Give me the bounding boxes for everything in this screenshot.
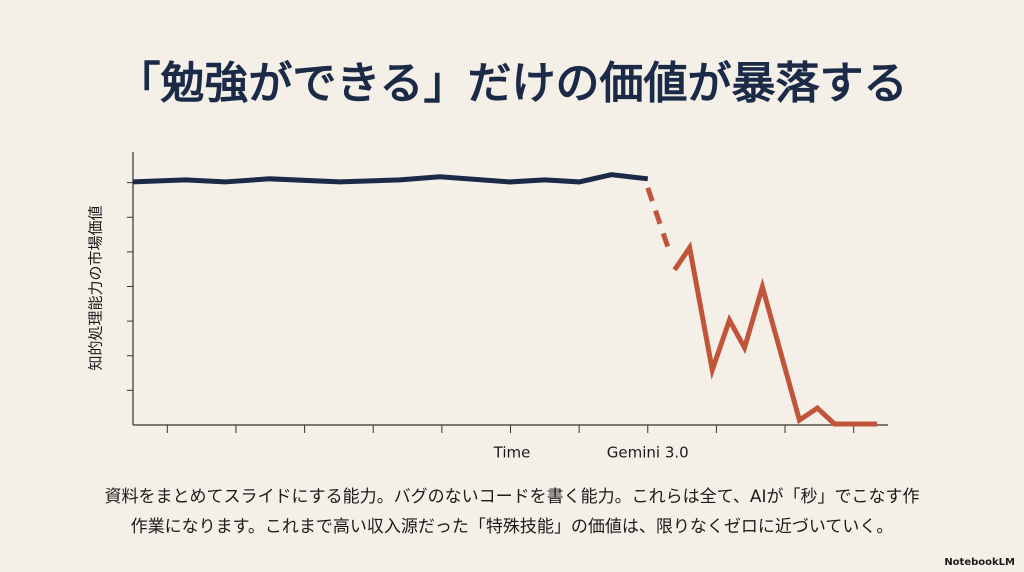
data-line bbox=[132, 172, 649, 185]
body-text: 作業になります。これまで高い収入源だった「特殊技能」の価値は、限りなくゼロに近づ… bbox=[131, 517, 894, 537]
annotation: Gemini 3.0 bbox=[607, 444, 689, 462]
y-axis-label: 知的処理能力の市場価値 bbox=[87, 205, 105, 370]
slide-title: 「勉強ができる」だけの価値が暴落する bbox=[116, 58, 907, 109]
data-line bbox=[672, 241, 878, 427]
x-axis-label: Time bbox=[493, 444, 531, 462]
footer-logo: NotebookLM bbox=[944, 557, 1015, 568]
body-text: 資料をまとめてスライドにする能力。バグのないコードを書く能力。これらは全て、AI… bbox=[105, 487, 920, 507]
data-line bbox=[645, 187, 671, 250]
